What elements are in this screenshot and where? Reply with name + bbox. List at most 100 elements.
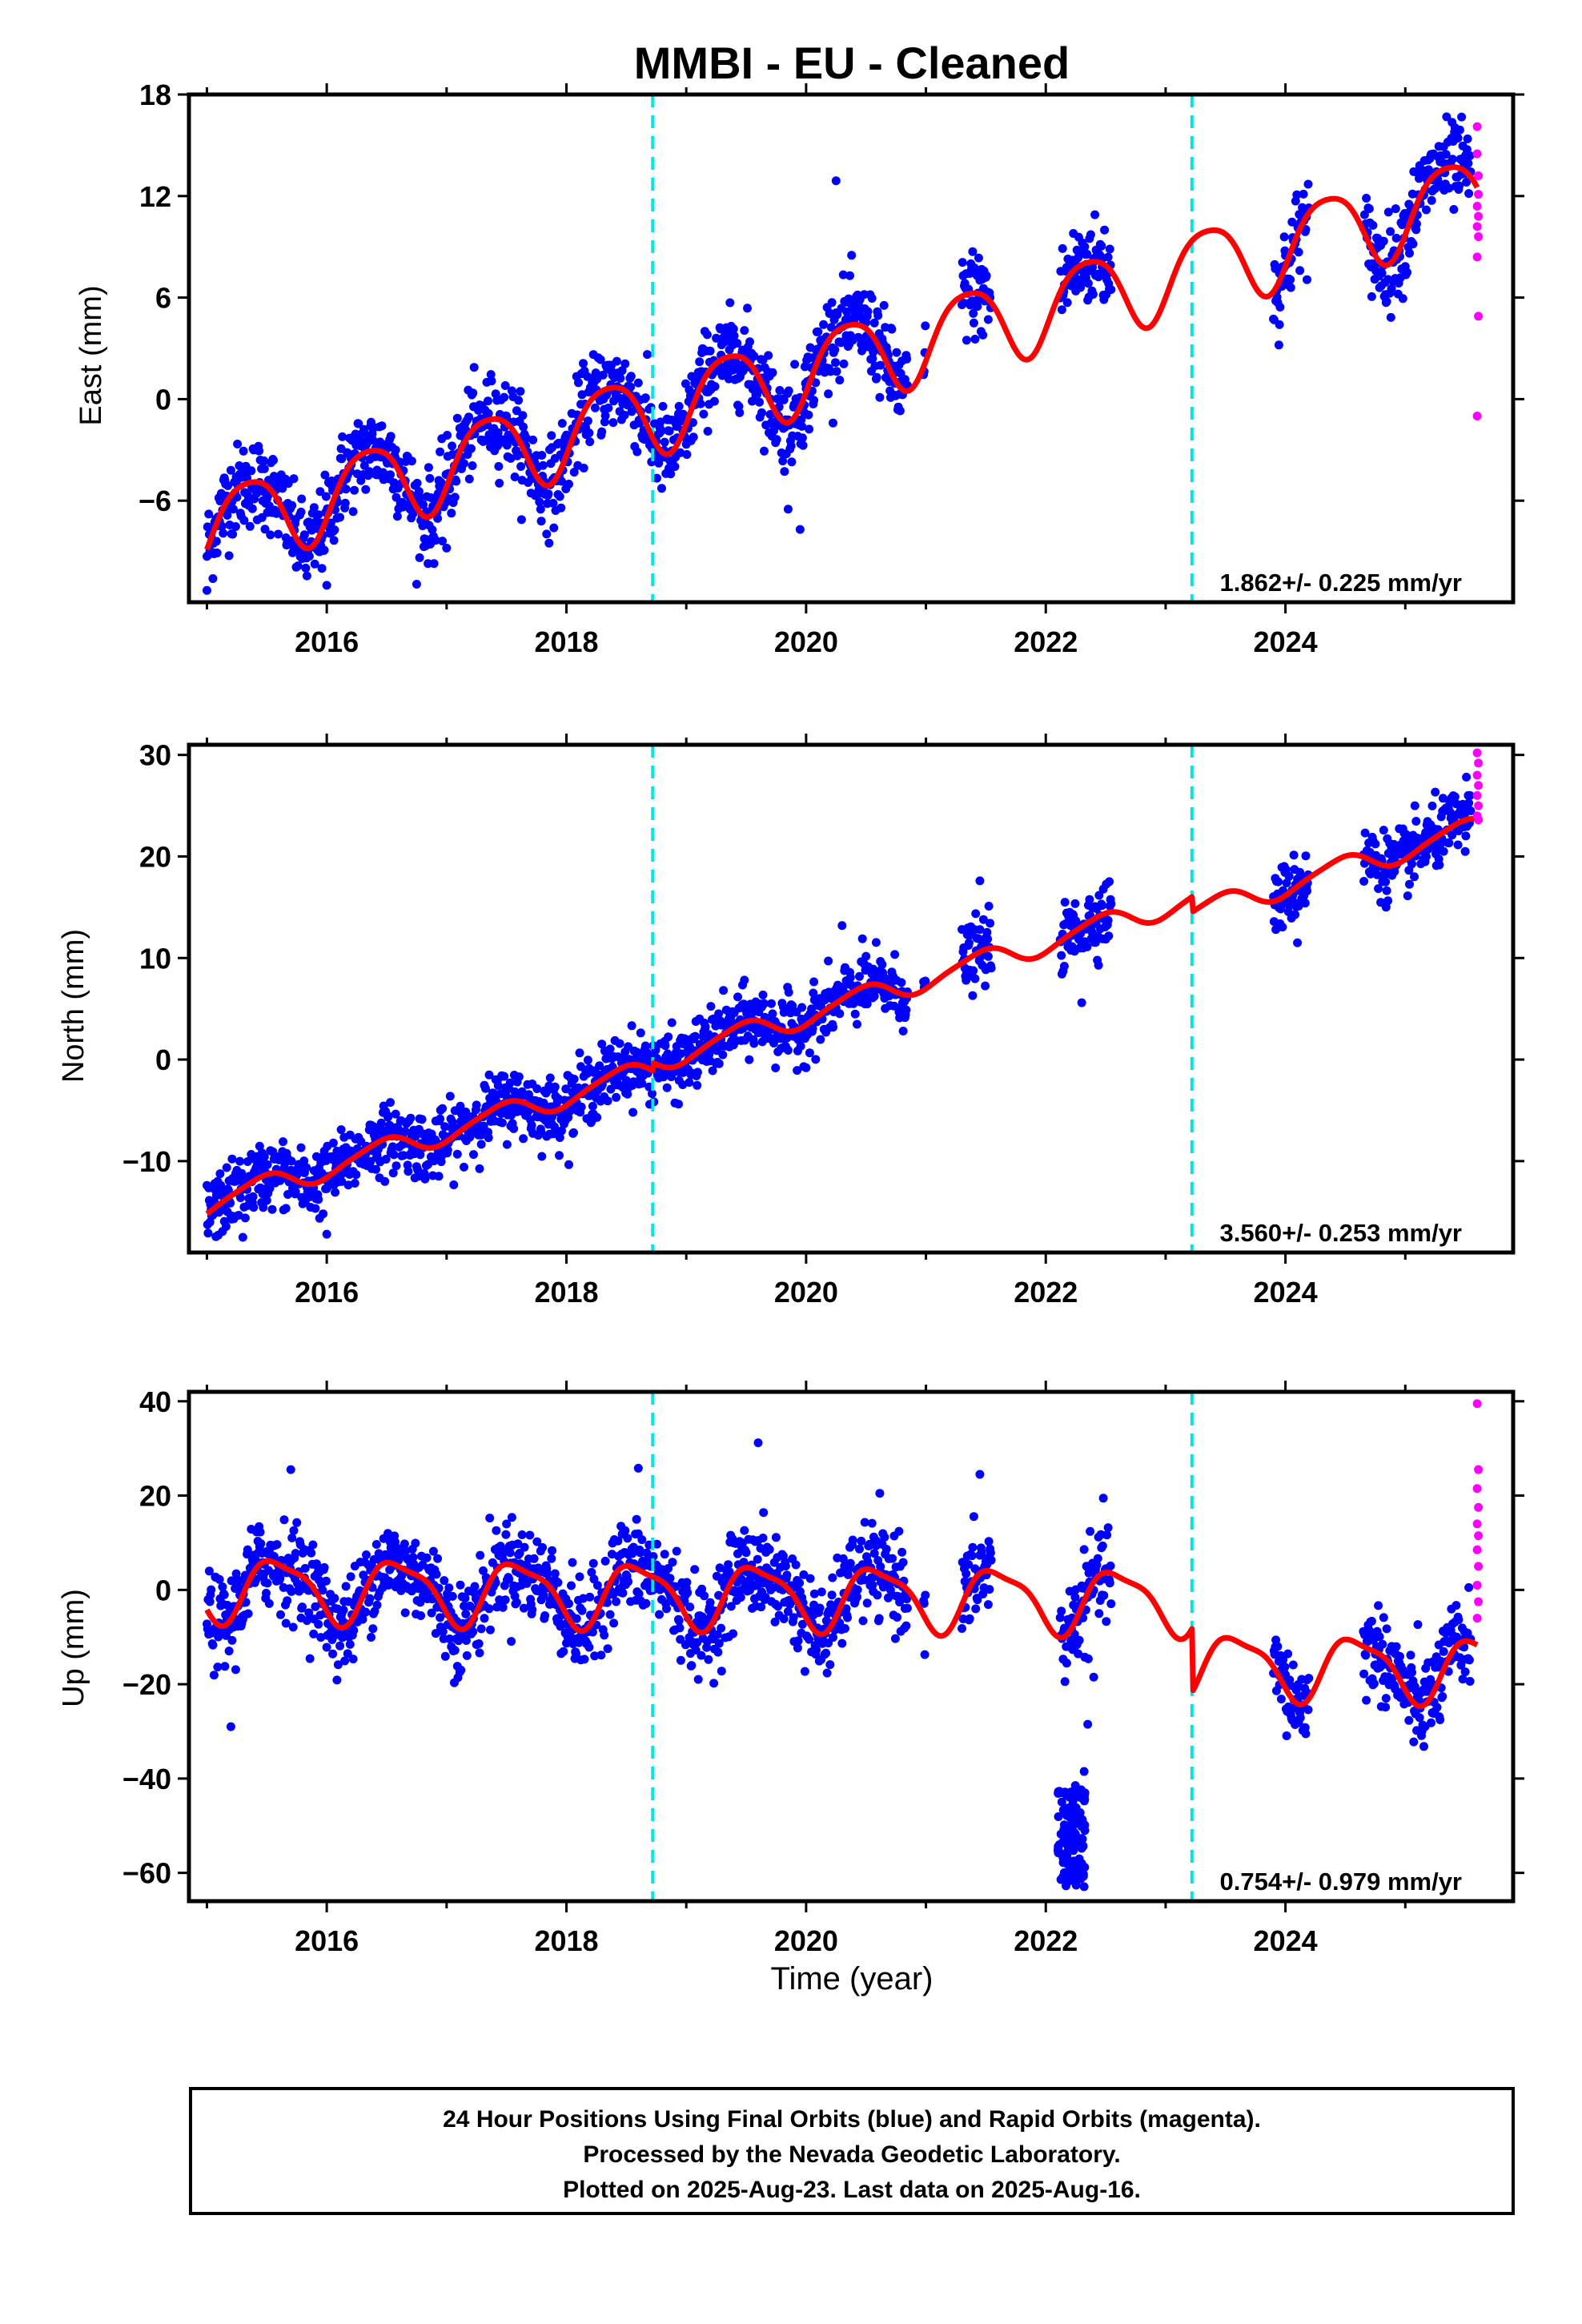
final-orbit-point xyxy=(841,1624,849,1633)
final-orbit-point xyxy=(982,927,992,937)
final-orbit-point xyxy=(468,461,477,470)
final-orbit-point xyxy=(235,1193,245,1203)
final-orbit-point xyxy=(485,1514,495,1523)
final-orbit-point xyxy=(283,1190,292,1199)
final-orbit-point xyxy=(633,1463,643,1473)
final-orbit-point xyxy=(620,410,629,420)
model-fit-line xyxy=(204,1558,1480,1710)
final-orbit-point xyxy=(1464,189,1474,199)
final-orbit-point xyxy=(1406,1651,1415,1660)
final-orbit-point xyxy=(919,1598,929,1608)
final-orbit-point xyxy=(537,451,547,460)
final-orbit-point xyxy=(515,1549,524,1558)
final-orbit-point xyxy=(502,1140,512,1149)
final-orbit-point xyxy=(664,1032,673,1042)
final-orbit-point xyxy=(648,1089,656,1099)
final-orbit-point xyxy=(624,1577,633,1586)
final-orbit-point xyxy=(291,1549,300,1558)
final-orbit-point xyxy=(279,1137,287,1147)
final-orbit-point xyxy=(472,1100,481,1110)
final-orbit-point xyxy=(726,1602,736,1611)
final-orbit-point xyxy=(733,992,742,1002)
final-orbit-point xyxy=(567,1581,576,1590)
final-orbit-point xyxy=(1301,1729,1311,1739)
final-orbit-point xyxy=(719,986,729,995)
final-orbit-point xyxy=(615,1039,624,1048)
final-orbit-point xyxy=(799,1570,809,1579)
final-orbit-point xyxy=(736,1593,745,1602)
final-orbit-point xyxy=(209,1671,219,1680)
final-orbit-point xyxy=(336,1125,346,1135)
final-orbit-point xyxy=(1364,204,1374,214)
rapid-orbit-points xyxy=(1472,1399,1484,1623)
final-orbit-point xyxy=(438,1104,448,1113)
final-orbit-point xyxy=(805,1634,814,1644)
final-orbit-point xyxy=(623,1089,632,1099)
final-orbit-point xyxy=(557,1126,566,1136)
final-orbit-point xyxy=(248,1192,258,1201)
final-orbit-point xyxy=(825,1660,835,1670)
final-orbit-point xyxy=(278,484,287,493)
final-orbit-point xyxy=(1381,877,1391,887)
plot-area xyxy=(203,1392,1484,1901)
up-rate-label: 0.754+/- 0.979 mm/yr xyxy=(1220,1868,1462,1896)
final-orbit-point xyxy=(1057,305,1066,315)
final-orbit-point xyxy=(1301,851,1311,861)
final-orbit-point xyxy=(967,1551,977,1561)
final-orbit-point xyxy=(667,1018,677,1027)
final-orbit-point xyxy=(467,444,476,453)
rapid-orbit-point xyxy=(1474,1562,1484,1571)
final-orbit-point xyxy=(1447,830,1457,840)
final-orbit-point xyxy=(627,1021,636,1031)
final-orbit-point xyxy=(1386,312,1395,322)
final-orbit-point xyxy=(576,1102,586,1112)
final-orbit-point xyxy=(690,1031,700,1041)
final-orbit-point xyxy=(299,530,309,540)
final-orbit-point xyxy=(296,507,306,517)
final-orbit-point xyxy=(1453,840,1463,850)
final-orbit-point xyxy=(968,247,978,256)
final-orbit-point xyxy=(555,1133,564,1142)
final-orbit-point xyxy=(1057,951,1066,960)
final-orbit-point xyxy=(1083,1654,1093,1663)
final-orbit-point xyxy=(1106,285,1116,295)
final-orbit-point xyxy=(862,999,872,1009)
final-orbit-point xyxy=(341,485,351,494)
final-orbit-point xyxy=(1387,283,1396,293)
final-orbit-point xyxy=(460,1162,468,1172)
final-orbit-point xyxy=(1453,133,1463,143)
rapid-orbit-point xyxy=(1474,190,1484,199)
final-orbit-point xyxy=(1292,190,1302,199)
final-orbit-point xyxy=(1461,831,1471,841)
final-orbit-point xyxy=(319,1209,328,1219)
final-orbit-point xyxy=(958,258,967,267)
final-orbit-point xyxy=(281,1204,291,1213)
final-orbit-point xyxy=(349,1626,359,1635)
final-orbit-point xyxy=(289,1526,299,1535)
final-orbit-point xyxy=(838,983,848,992)
final-orbit-point xyxy=(1062,1822,1072,1831)
final-orbit-point xyxy=(969,966,978,975)
x-tick-label: 2016 xyxy=(295,1276,359,1309)
final-orbit-point xyxy=(247,466,256,476)
final-orbit-point xyxy=(830,345,840,355)
final-orbit-point xyxy=(981,272,990,282)
final-orbit-point xyxy=(583,1055,592,1065)
final-orbit-point xyxy=(304,552,314,561)
final-orbit-point xyxy=(662,1604,671,1614)
final-orbit-point xyxy=(665,1574,675,1583)
rapid-orbit-point xyxy=(1472,412,1482,421)
final-orbit-point xyxy=(1094,1609,1104,1618)
plot-frame xyxy=(187,1389,1516,1904)
final-orbit-point xyxy=(203,1228,213,1238)
final-orbit-point xyxy=(513,1539,523,1549)
final-orbit-point xyxy=(536,505,545,514)
y-tick-label: 6 xyxy=(155,282,171,315)
final-orbit-point xyxy=(321,1576,331,1586)
final-orbit-point xyxy=(740,1526,749,1535)
final-orbit-point xyxy=(518,411,528,420)
final-orbit-point xyxy=(226,465,235,475)
final-orbit-point xyxy=(1367,1616,1376,1626)
final-orbit-point xyxy=(620,359,630,368)
final-orbit-point xyxy=(1106,1599,1116,1609)
